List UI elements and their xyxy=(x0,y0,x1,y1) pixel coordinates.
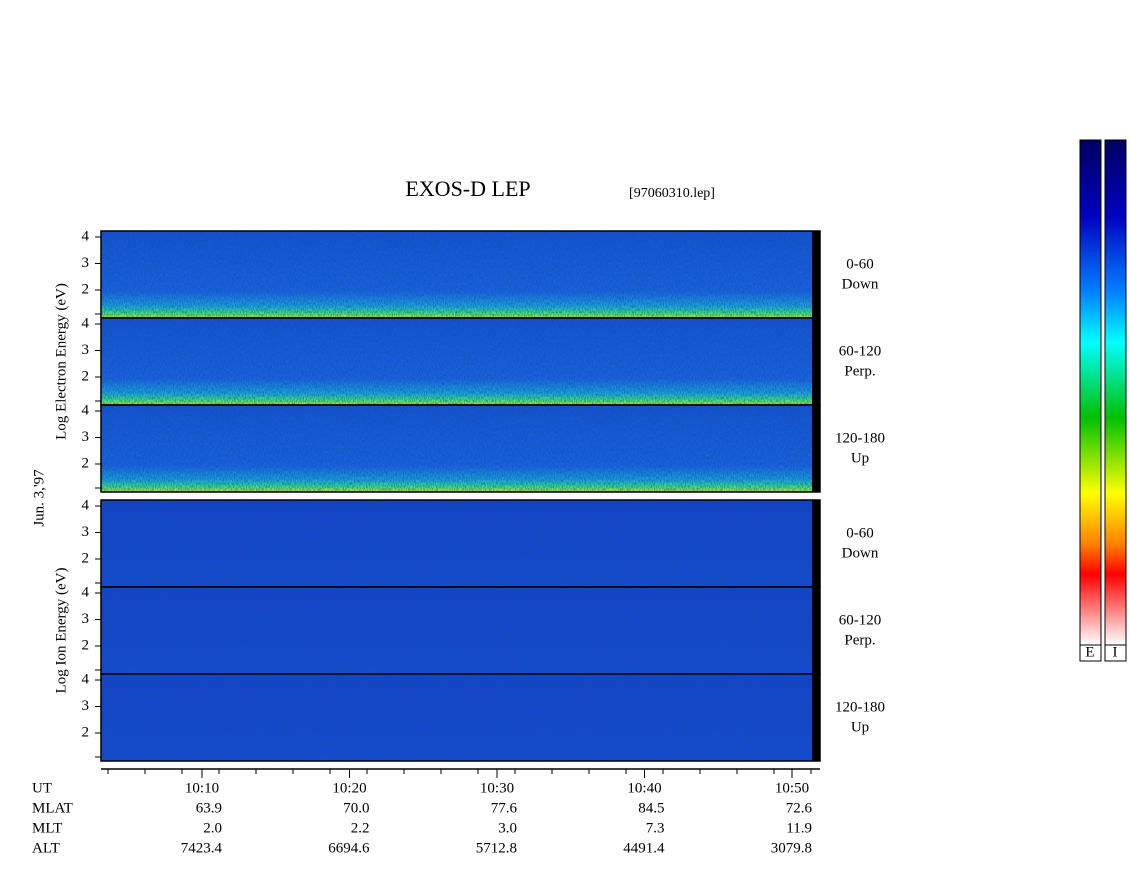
file-name: [97060310.lep] xyxy=(629,186,715,201)
y-axis-label: Log Electron Energy (eV) xyxy=(53,283,69,440)
spectrogram-noise xyxy=(101,231,820,318)
colorbar-label: I xyxy=(1113,644,1118,660)
angle-label: 60-120 xyxy=(839,343,882,359)
angle-label: 120-180 xyxy=(835,699,885,715)
title: EXOS-D LEP xyxy=(405,176,530,201)
orbit-value: 63.9 xyxy=(196,800,222,816)
orbit-value: 2.2 xyxy=(351,820,370,836)
orbit-value: 3.0 xyxy=(498,820,517,836)
row-name: MLT xyxy=(32,820,62,836)
spectrogram-noise xyxy=(101,674,820,761)
y-tick-label: 4 xyxy=(82,402,90,418)
panel-edge xyxy=(812,674,820,761)
direction-label: Up xyxy=(851,719,869,735)
y-tick-label: 3 xyxy=(82,342,90,358)
spectrogram-noise xyxy=(101,587,820,674)
orbit-value: 5712.8 xyxy=(476,840,517,856)
orbit-value: 7423.4 xyxy=(181,840,223,856)
orbit-value: 2.0 xyxy=(203,820,222,836)
y-tick-label: 4 xyxy=(82,671,90,687)
y-tick-label: 3 xyxy=(82,524,90,540)
direction-label: Perp. xyxy=(844,363,875,379)
angle-label: 0-60 xyxy=(846,256,874,272)
orbit-value: 11.9 xyxy=(786,820,812,836)
spectrogram-noise xyxy=(101,318,820,405)
date-label: Jun. 3,'97 xyxy=(31,469,47,527)
row-name: ALT xyxy=(32,840,60,856)
orbit-value: 4491.4 xyxy=(623,840,665,856)
orbit-value: 72.6 xyxy=(786,800,813,816)
time-label: 10:20 xyxy=(332,780,366,796)
orbit-value: 84.5 xyxy=(638,800,664,816)
y-tick-label: 2 xyxy=(82,550,90,566)
colorbar xyxy=(1079,139,1102,646)
orbit-value: 77.6 xyxy=(491,800,518,816)
direction-label: Perp. xyxy=(844,632,875,648)
y-axis-label: Log Ion Energy (eV) xyxy=(53,568,69,694)
colorbar-label: E xyxy=(1085,644,1094,660)
y-tick-label: 4 xyxy=(82,315,90,331)
y-tick-label: 4 xyxy=(82,497,90,513)
time-label: 10:30 xyxy=(480,780,514,796)
row-name: UT xyxy=(32,780,52,796)
y-tick-label: 3 xyxy=(82,429,90,445)
time-label: 10:40 xyxy=(627,780,661,796)
y-tick-label: 2 xyxy=(82,455,90,471)
spectrogram-noise xyxy=(101,500,820,587)
y-tick-label: 4 xyxy=(82,584,90,600)
y-tick-label: 2 xyxy=(82,724,90,740)
y-tick-label: 4 xyxy=(82,228,90,244)
direction-label: Down xyxy=(842,545,879,561)
row-name: MLAT xyxy=(32,800,73,816)
y-tick-label: 3 xyxy=(82,698,90,714)
spectrogram-noise xyxy=(101,405,820,492)
orbit-value: 70.0 xyxy=(343,800,369,816)
panel-edge xyxy=(812,405,820,492)
orbit-value: 3079.8 xyxy=(771,840,812,856)
colorbar-box xyxy=(1104,644,1127,662)
time-label: 10:10 xyxy=(185,780,219,796)
angle-label: 60-120 xyxy=(839,612,882,628)
panel-edge xyxy=(812,500,820,587)
panel-edge xyxy=(812,318,820,405)
y-tick-label: 2 xyxy=(82,368,90,384)
y-tick-label: 2 xyxy=(82,637,90,653)
colorbar-box xyxy=(1079,644,1102,662)
angle-label: 0-60 xyxy=(846,525,874,541)
y-tick-label: 2 xyxy=(82,281,90,297)
panel-edge xyxy=(812,231,820,318)
orbit-value: 6694.6 xyxy=(328,840,370,856)
time-label: 10:50 xyxy=(775,780,809,796)
y-tick-label: 3 xyxy=(82,611,90,627)
colorbar xyxy=(1104,139,1127,646)
orbit-value: 7.3 xyxy=(646,820,665,836)
panel-edge xyxy=(812,587,820,674)
y-tick-label: 3 xyxy=(82,255,90,271)
angle-label: 120-180 xyxy=(835,430,885,446)
direction-label: Up xyxy=(851,450,869,466)
direction-label: Down xyxy=(842,276,879,292)
